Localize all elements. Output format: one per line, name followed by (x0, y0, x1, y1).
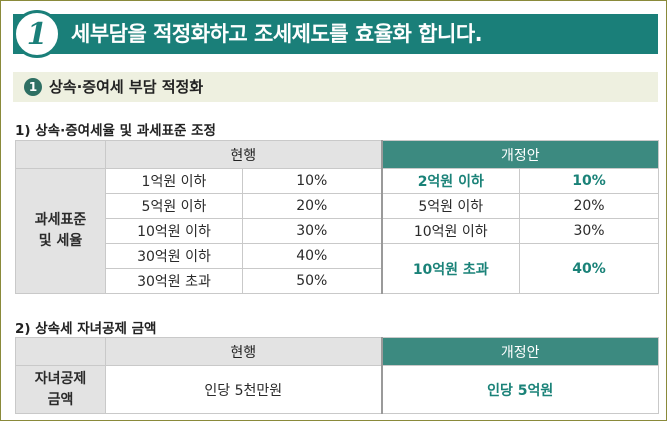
current-base-cell: 5억원 이하 (105, 193, 243, 219)
proposed-base-cell: 2억원 이하 (380, 168, 521, 194)
row-label: 자녀공제 금액 (15, 365, 106, 414)
header-blank-cell (15, 337, 106, 366)
current-rate-cell: 20% (241, 193, 383, 219)
proposed-rate-cell: 20% (519, 193, 660, 219)
header-blank-cell (15, 140, 106, 169)
row-label-line2: 및 세율 (38, 233, 83, 249)
header-current: 현행 (105, 337, 382, 366)
current-rate-cell: 10% (241, 168, 383, 194)
proposed-base-cell: 10억원 이하 (380, 218, 521, 244)
header-current: 현행 (104, 140, 383, 169)
proposed-rate-cell: 10% (519, 168, 660, 194)
proposed-base-cell: 5억원 이하 (380, 193, 521, 219)
row-label-line1: 과세표준 (34, 212, 87, 228)
proposed-rate-cell: 30% (519, 218, 660, 244)
row-label-line2: 금액 (47, 391, 74, 408)
header-proposed: 개정안 (380, 337, 659, 366)
row-label-line1: 자녀공제 (34, 370, 87, 387)
subsection-bar: 1 상속·증여세 부담 적정화 (13, 72, 658, 102)
section2-title: 2) 상속세 자녀공제 금액 (15, 321, 157, 337)
proposed-rate-cell: 40% (519, 243, 660, 294)
header-proposed: 개정안 (380, 140, 660, 169)
section1-title: 1) 상속·증여세율 및 과세표준 조정 (15, 123, 216, 139)
current-rate-cell: 30% (241, 218, 383, 244)
tax-rate-table: 현행 개정안 과세표준 및 세율 1억원 이하 10% 2억원 이하 10% 5… (15, 140, 660, 294)
subsection-bullet-icon: 1 (24, 78, 42, 96)
current-rate-cell: 50% (241, 268, 383, 294)
row-label: 과세표준 및 세율 (15, 168, 106, 294)
current-rate-cell: 40% (241, 243, 383, 269)
child-deduction-table: 현행 개정안 자녀공제 금액 인당 5천만원 인당 5억원 (15, 337, 659, 414)
current-base-cell: 10억원 이하 (105, 218, 243, 244)
banner-number-badge: 1 (13, 10, 61, 58)
current-base-cell: 30억원 이하 (105, 243, 243, 269)
current-base-cell: 30억원 초과 (105, 268, 243, 294)
section-banner: 1 세부담을 적정화하고 조세제도를 효율화 합니다. (13, 10, 658, 58)
current-value-cell: 인당 5천만원 (105, 365, 382, 414)
proposed-base-cell: 10억원 초과 (380, 243, 521, 294)
current-base-cell: 1억원 이하 (105, 168, 243, 194)
subsection-title: 상속·증여세 부담 적정화 (49, 78, 204, 96)
banner-title: 세부담을 적정화하고 조세제도를 효율화 합니다. (71, 22, 483, 46)
proposed-value-cell: 인당 5억원 (380, 365, 659, 414)
